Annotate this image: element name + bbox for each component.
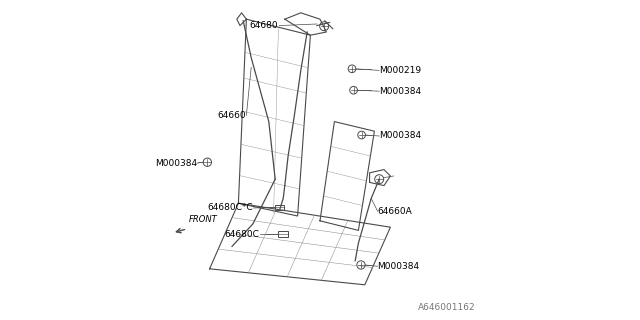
Text: 64680C*C: 64680C*C [207,204,253,212]
Text: FRONT: FRONT [189,215,218,224]
Text: M000384: M000384 [380,87,421,96]
Text: A646001162: A646001162 [417,303,475,312]
Text: 64660A: 64660A [378,207,412,216]
Text: M000384: M000384 [155,159,197,168]
Bar [275,205,284,210]
Text: 64680: 64680 [250,21,278,30]
Text: 64660: 64660 [218,111,246,120]
Text: M000219: M000219 [380,66,421,75]
Bar [278,231,288,237]
Text: M000384: M000384 [380,132,421,140]
Text: 64680C: 64680C [225,230,259,239]
Text: M000384: M000384 [378,262,420,271]
